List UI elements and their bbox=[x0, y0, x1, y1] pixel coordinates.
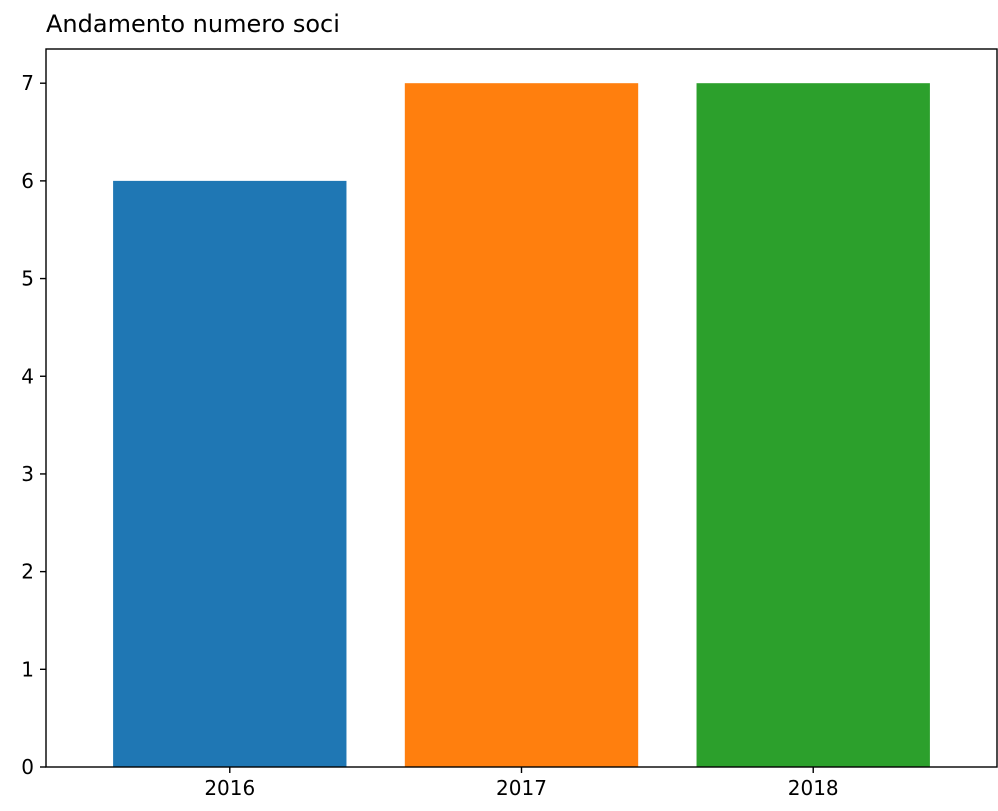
y-tick-label: 2 bbox=[21, 560, 34, 584]
y-tick-label: 4 bbox=[21, 364, 34, 388]
plot-frame bbox=[45, 48, 998, 768]
y-tick-label: 7 bbox=[21, 71, 34, 95]
y-tick-label: 3 bbox=[21, 462, 34, 486]
chart-title: Andamento numero soci bbox=[46, 10, 340, 38]
bar-2016 bbox=[113, 180, 347, 767]
x-axis-ticks: 2016 2017 2018 bbox=[204, 767, 839, 800]
y-axis-ticks: 0 1 2 3 4 5 6 7 bbox=[21, 71, 46, 779]
axes-spines bbox=[45, 48, 998, 768]
bars bbox=[113, 83, 930, 767]
y-tick-label: 0 bbox=[21, 755, 34, 779]
bar-2017 bbox=[404, 83, 639, 767]
x-tick-label: 2017 bbox=[496, 776, 547, 800]
y-tick-label: 5 bbox=[21, 267, 34, 291]
x-tick-label: 2016 bbox=[204, 776, 255, 800]
x-tick-label: 2018 bbox=[788, 776, 839, 800]
y-tick-label: 1 bbox=[21, 657, 34, 681]
y-tick-label: 6 bbox=[21, 169, 34, 193]
bar-2018 bbox=[696, 83, 930, 767]
